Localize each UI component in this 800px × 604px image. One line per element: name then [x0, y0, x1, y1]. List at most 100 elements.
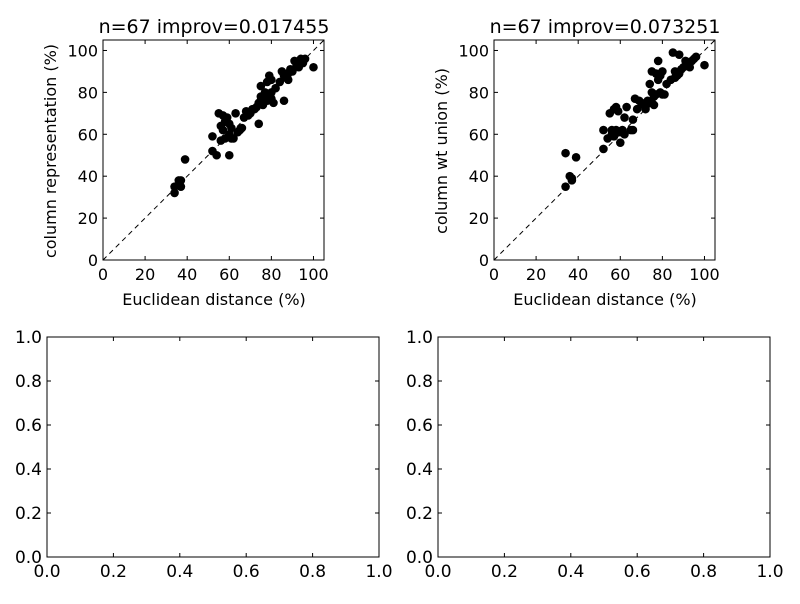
data-point: [561, 148, 570, 158]
data-point: [645, 79, 655, 89]
x-tick-label: 20: [135, 265, 155, 284]
y-tick-label: 0.4: [15, 460, 42, 480]
y-tick-label: 0.2: [406, 504, 433, 524]
y-tick-label: 80: [469, 83, 489, 102]
axes-frame: [102, 39, 325, 261]
panel-2-xlabel: Euclidean distance (%): [513, 290, 697, 309]
axes-frame: [437, 336, 771, 558]
data-point: [620, 129, 629, 139]
panel-4-plot-area: 0.0 0.2 0.4 0.6 0.8 1.0 0.0 0.2 0.4 0.6 0.8 1.0: [406, 328, 784, 582]
data-point: [267, 75, 276, 85]
data-point: [628, 125, 638, 135]
y-tick-label: 20: [78, 209, 98, 228]
data-point: [599, 125, 608, 135]
panel-1-xlabel: Euclidean distance (%): [122, 290, 306, 309]
data-point: [170, 188, 179, 198]
data-point: [674, 50, 684, 59]
data-point: [613, 106, 623, 116]
y-tick-label: 1.0: [406, 328, 433, 348]
data-point: [176, 182, 186, 191]
data-point: [170, 182, 179, 191]
data-point: [218, 125, 228, 135]
x-tick-label: 60: [219, 265, 239, 284]
data-point: [237, 123, 247, 133]
data-point: [309, 62, 318, 72]
y-tick-label: 0.6: [406, 416, 433, 436]
y-tick-label: 0.8: [406, 372, 433, 392]
data-point: [271, 83, 280, 93]
data-point: [567, 173, 577, 183]
data-point: [599, 144, 608, 154]
data-point: [229, 134, 238, 143]
panel-2-plot-area: 0 20 40 60 80 100 0 20 40 60 80 100: [458, 39, 720, 284]
data-point: [212, 150, 221, 160]
axes-frame: [493, 39, 716, 261]
x-tick-label: 1.0: [365, 562, 392, 582]
data-point: [254, 119, 264, 129]
panel-1: n=67 improv=0.017455 Euclidean distance …: [41, 16, 329, 309]
x-tick-label: 0.2: [100, 562, 127, 582]
x-tick-label: 80: [652, 265, 672, 284]
data-point: [620, 113, 629, 122]
data-point: [180, 155, 190, 164]
panel-2-ylabel: column wt union (%): [432, 68, 451, 234]
data-point: [275, 77, 285, 87]
x-tick-label: 0.2: [491, 562, 518, 582]
x-tick-label: 80: [261, 265, 281, 284]
data-point: [571, 153, 581, 162]
y-tick-label: 60: [469, 125, 489, 144]
x-tick-label: 40: [568, 265, 588, 284]
data-point: [288, 67, 297, 76]
data-point: [256, 81, 266, 91]
y-tick-label: 0.4: [406, 460, 433, 480]
data-point: [653, 56, 663, 66]
panel-2-title: n=67 improv=0.073251: [490, 16, 721, 38]
data-point: [641, 104, 650, 114]
x-tick-label: 0.6: [624, 562, 651, 582]
x-tick-label: 0.8: [690, 562, 717, 582]
x-tick-label: 0.4: [557, 562, 584, 582]
y-tick-label: 0: [88, 251, 98, 270]
data-point: [300, 54, 310, 64]
y-tick-label: 0.0: [15, 548, 42, 568]
x-tick-label: 0: [98, 265, 108, 284]
x-tick-label: 0.8: [299, 562, 326, 582]
data-point: [691, 52, 701, 62]
panel-1-title: n=67 improv=0.017455: [99, 16, 330, 38]
x-tick-label: 100: [298, 265, 329, 284]
y-tick-label: 80: [78, 83, 98, 102]
data-point: [615, 138, 625, 147]
x-tick-label: 60: [610, 265, 630, 284]
panel-1-plot-area: 0 20 40 60 80 100 0 20 40 60 80 100: [67, 39, 329, 284]
data-point: [224, 150, 234, 160]
panel-1-ylabel: column representation (%): [41, 44, 60, 258]
y-tick-label: 40: [469, 167, 489, 186]
x-tick-label: 40: [177, 265, 197, 284]
data-point: [632, 104, 642, 114]
data-point: [227, 123, 236, 133]
y-tick-label: 0.2: [15, 504, 42, 524]
panel-4: 0.0 0.2 0.4 0.6 0.8 1.0 0.0 0.2 0.4 0.6 0.8 1.0: [406, 328, 784, 582]
data-point: [700, 60, 709, 70]
data-point: [658, 67, 667, 76]
y-tick-label: 20: [469, 209, 489, 228]
panel-3: 0.0 0.2 0.4 0.6 0.8 1.0 0.0 0.2 0.4 0.6 0.8 1.0: [15, 328, 393, 582]
x-tick-label: 100: [689, 265, 720, 284]
x-tick-label: 0: [489, 265, 499, 284]
y-tick-label: 60: [78, 125, 98, 144]
data-point: [622, 102, 631, 112]
axes-frame: [46, 336, 380, 558]
data-point: [269, 98, 278, 108]
panel-3-plot-area: 0.0 0.2 0.4 0.6 0.8 1.0 0.0 0.2 0.4 0.6 0.8 1.0: [15, 328, 393, 582]
data-point: [279, 96, 289, 106]
data-point: [208, 132, 217, 141]
x-tick-label: 0.0: [424, 562, 451, 582]
data-point: [561, 182, 570, 191]
x-tick-label: 0.4: [166, 562, 193, 582]
data-point: [176, 176, 186, 185]
data-point: [283, 75, 293, 85]
y-tick-label: 0: [479, 251, 489, 270]
y-tick-label: 100: [458, 41, 489, 60]
y-tick-label: 0.0: [406, 548, 433, 568]
